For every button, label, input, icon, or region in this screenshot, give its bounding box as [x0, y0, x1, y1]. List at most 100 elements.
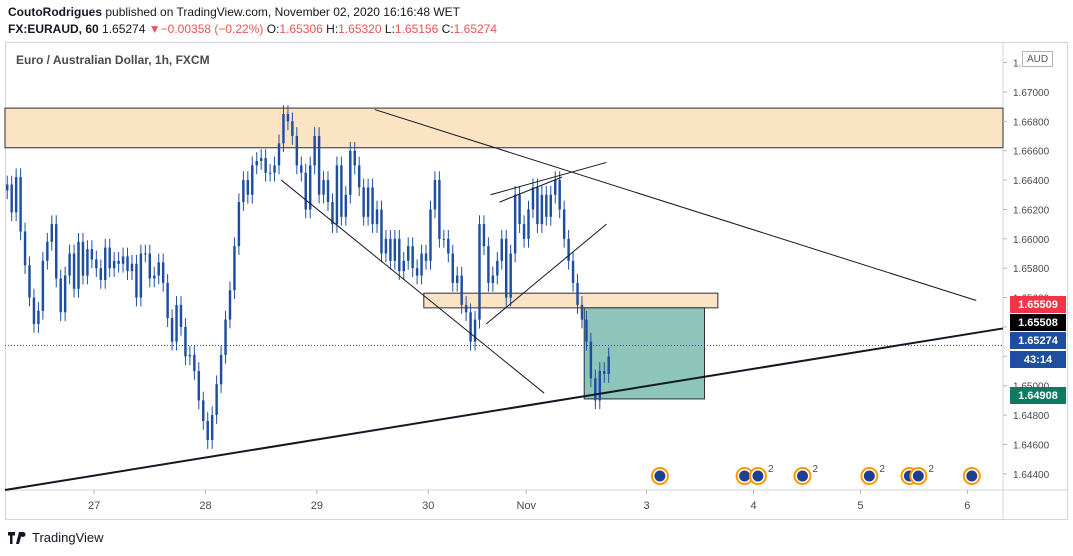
- candle-body: [389, 238, 392, 261]
- open-value: 1.65306: [279, 22, 323, 36]
- candle-body: [10, 184, 13, 213]
- candle-body: [37, 310, 40, 325]
- candle-body: [509, 253, 512, 298]
- candle-body: [455, 275, 459, 283]
- y-tick-label: 1.66600: [1013, 147, 1050, 158]
- candle-body: [317, 136, 321, 195]
- y-tick-label: 1.67000: [1013, 88, 1050, 99]
- x-tick-label: 27: [88, 500, 100, 512]
- candle-body: [135, 263, 138, 298]
- author-name[interactable]: CoutoRodrigues: [8, 5, 102, 19]
- published-text: published on TradingView.com, November 0…: [105, 5, 460, 19]
- candle-body: [527, 209, 530, 239]
- candle-body: [104, 247, 107, 280]
- candle-body: [460, 275, 463, 305]
- y-tick-label: 1.66800: [1013, 117, 1050, 128]
- last-price: 1.65274: [102, 22, 146, 36]
- trendline-wedge-inner: [485, 223, 607, 325]
- candle-body: [19, 177, 22, 232]
- high-label: H:: [326, 22, 339, 36]
- candle-body: [518, 194, 521, 225]
- tradingview-icon: [8, 531, 26, 544]
- candle-body: [415, 268, 419, 276]
- trendline-triangle-top: [490, 161, 607, 196]
- candle-body: [246, 180, 250, 195]
- trendline-triangle-mid: [499, 176, 563, 203]
- candle-body: [179, 304, 183, 327]
- candle-body: [157, 262, 160, 276]
- tradingview-logo[interactable]: TradingView: [8, 530, 104, 545]
- candle-body: [478, 224, 481, 320]
- x-tick-label: 3: [644, 500, 650, 512]
- price-tag-green: 1.64908: [1010, 387, 1066, 404]
- candle-body: [184, 326, 187, 357]
- candle-body: [380, 209, 383, 254]
- candle-body: [291, 121, 294, 137]
- candle-body: [46, 241, 49, 261]
- candle-body: [322, 180, 325, 195]
- candle-body: [72, 253, 76, 289]
- candle-body: [433, 180, 437, 210]
- candle-body: [362, 187, 365, 217]
- candle-body: [411, 246, 414, 269]
- event-count: 2: [879, 464, 885, 475]
- x-tick-label: 28: [199, 500, 211, 512]
- candle-body: [86, 249, 89, 276]
- x-tick-label: Nov: [516, 500, 536, 512]
- candle-body: [571, 260, 575, 283]
- candle-body: [594, 378, 597, 401]
- candle-body: [59, 278, 62, 313]
- candle-body: [282, 113, 285, 144]
- y-tick-label: 1.66200: [1013, 205, 1050, 216]
- candle-body: [99, 268, 103, 280]
- y-tick-label: 1.64400: [1013, 470, 1050, 481]
- candle-body: [496, 260, 499, 276]
- candle-body: [121, 256, 125, 264]
- event-count: 2: [813, 464, 819, 475]
- candle-body: [562, 209, 566, 239]
- trendline-wedge-lower: [280, 179, 545, 394]
- candle-body: [206, 420, 209, 441]
- candle-body: [277, 143, 281, 166]
- x-tick-label: 6: [964, 500, 970, 512]
- candle-body: [233, 246, 236, 291]
- candle-body: [215, 384, 218, 416]
- y-tick-label: 1.65800: [1013, 264, 1050, 275]
- chart-legend: Euro / Australian Dollar, 1h, FXCM: [16, 53, 210, 67]
- candle-body: [264, 158, 267, 173]
- open-label: O:: [266, 22, 280, 36]
- candle-body: [259, 158, 263, 161]
- symbol-label: FX:EURAUD, 60: [8, 22, 99, 36]
- tradingview-brand: TradingView: [32, 530, 104, 545]
- candle-body: [210, 415, 214, 441]
- candle-body: [331, 202, 334, 225]
- trendline-ascending-support: [4, 327, 1004, 491]
- candle-body: [469, 312, 472, 342]
- candle-body: [371, 187, 374, 225]
- candle-body: [108, 247, 111, 269]
- candle-body: [295, 136, 299, 166]
- candle-body: [580, 304, 584, 320]
- candle-body: [23, 231, 27, 266]
- candle-body: [95, 259, 98, 269]
- change-value: −0.00358 (−0.22%): [160, 22, 264, 36]
- candle-body: [357, 165, 361, 188]
- currency-label[interactable]: AUD: [1022, 51, 1053, 67]
- zone-resistance: [4, 107, 1004, 149]
- candle-body: [438, 180, 441, 239]
- candle-body: [442, 238, 446, 240]
- candle-body: [117, 260, 120, 264]
- candle-body: [398, 238, 401, 272]
- candle-body: [531, 187, 535, 210]
- candle-body: [500, 238, 503, 261]
- event-flag-icon: [797, 470, 809, 482]
- candle-body: [50, 224, 54, 242]
- candle-body: [585, 319, 588, 342]
- candle-body: [55, 224, 58, 279]
- candle-body: [308, 165, 312, 210]
- candle-body: [144, 253, 147, 255]
- y-tick-label: 1.66000: [1013, 235, 1050, 246]
- event-flag-icon: [966, 470, 978, 482]
- candle-body: [451, 253, 454, 283]
